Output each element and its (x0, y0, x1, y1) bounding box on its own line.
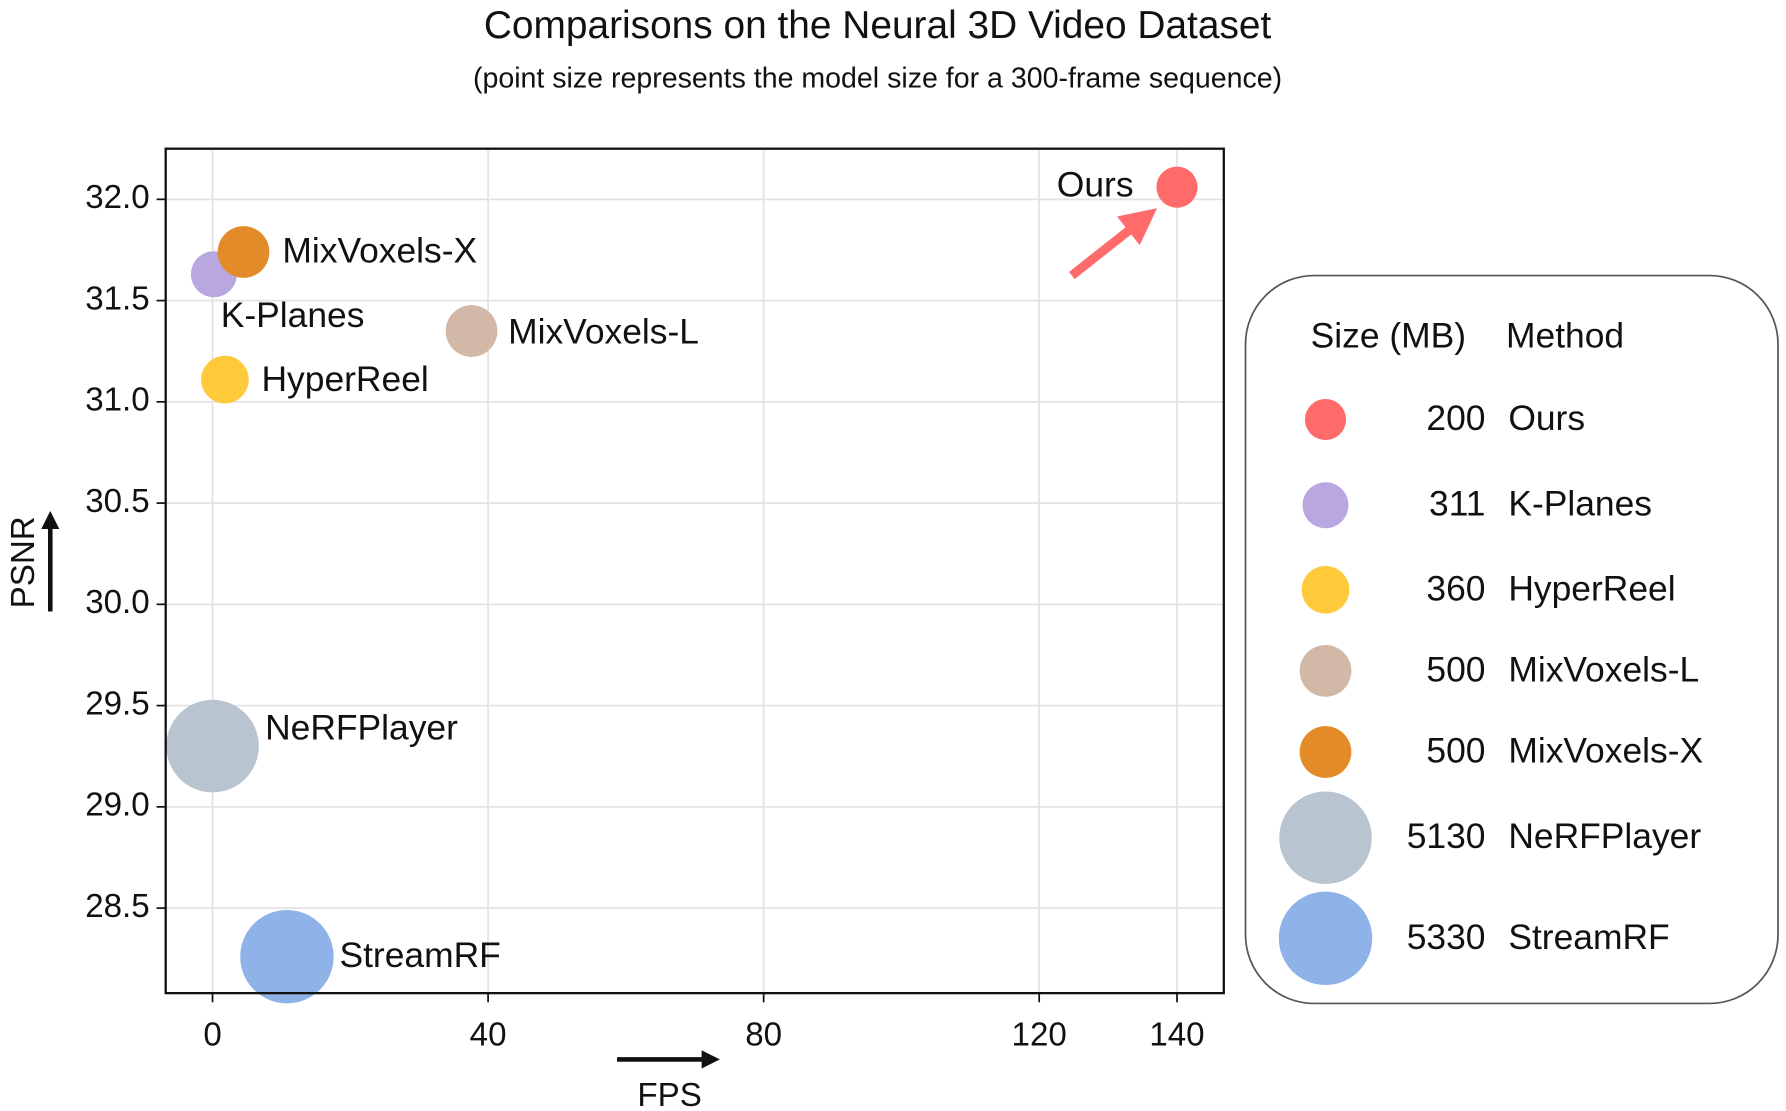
bubble (166, 699, 259, 793)
point-label: HyperReel (261, 359, 428, 399)
point-label: StreamRF (339, 935, 500, 975)
legend-size: 5330 (1407, 917, 1486, 957)
annotation-arrow (1068, 208, 1158, 280)
y-tick-label: 29.0 (85, 787, 149, 824)
legend-size: 5130 (1407, 816, 1486, 856)
legend-header: Method (1506, 316, 1624, 356)
y-tick-label: 31.5 (85, 280, 149, 317)
x-tick-label: 40 (470, 1016, 507, 1053)
legend-marker (1301, 565, 1350, 614)
chart-subtitle: (point size represents the model size fo… (473, 63, 1282, 95)
y-tick-label: 29.5 (85, 685, 149, 722)
legend-marker (1304, 398, 1347, 441)
bubble (240, 909, 334, 1004)
y-tick-label: 30.0 (85, 584, 149, 621)
x-axis-label: FPS (637, 1077, 701, 1111)
bubble (445, 305, 498, 357)
point-label: MixVoxels-L (508, 312, 699, 352)
point-label: MixVoxels-X (282, 230, 477, 270)
x-tick-label: 140 (1149, 1016, 1204, 1053)
legend-label: NeRFPlayer (1508, 816, 1701, 856)
point-label: Ours (1057, 165, 1134, 205)
legend-marker (1299, 726, 1352, 778)
plot-area (165, 148, 1224, 1004)
legend-size: 500 (1426, 731, 1485, 771)
point-label: NeRFPlayer (265, 707, 458, 747)
legend-label: HyperReel (1508, 568, 1675, 608)
x-tick-label: 0 (203, 1016, 221, 1053)
legend-label: MixVoxels-X (1508, 731, 1703, 771)
x-tick-label: 120 (1012, 1016, 1067, 1053)
legend-header: Size (MB) (1311, 316, 1466, 356)
legend-marker (1278, 891, 1373, 986)
y-tick-label: 28.5 (85, 888, 149, 925)
legend-marker (1302, 482, 1349, 529)
bubble (201, 355, 249, 404)
legend-box (1244, 274, 1779, 1005)
bubble (1156, 166, 1198, 208)
chart-title: Comparisons on the Neural 3D Video Datas… (484, 4, 1272, 47)
legend-size: 360 (1426, 568, 1485, 608)
legend-label: Ours (1508, 398, 1585, 438)
y-tick-label: 30.5 (85, 483, 149, 520)
legend-size: 311 (1429, 484, 1485, 524)
legend-size: 500 (1426, 649, 1485, 689)
y-tick-label: 31.0 (85, 382, 149, 419)
y-axis-label: PSNR (5, 516, 42, 608)
x-tick-label: 80 (745, 1016, 782, 1053)
bubble (217, 226, 270, 278)
legend-size: 200 (1426, 398, 1485, 438)
legend-label: StreamRF (1508, 917, 1669, 957)
point-label: K-Planes (221, 295, 365, 335)
legend-marker (1299, 645, 1352, 697)
y-tick-label: 32.0 (85, 179, 149, 216)
legend-label: K-Planes (1508, 484, 1652, 524)
plot-frame (164, 147, 1225, 995)
legend-marker (1279, 791, 1372, 885)
legend-label: MixVoxels-L (1508, 649, 1699, 689)
